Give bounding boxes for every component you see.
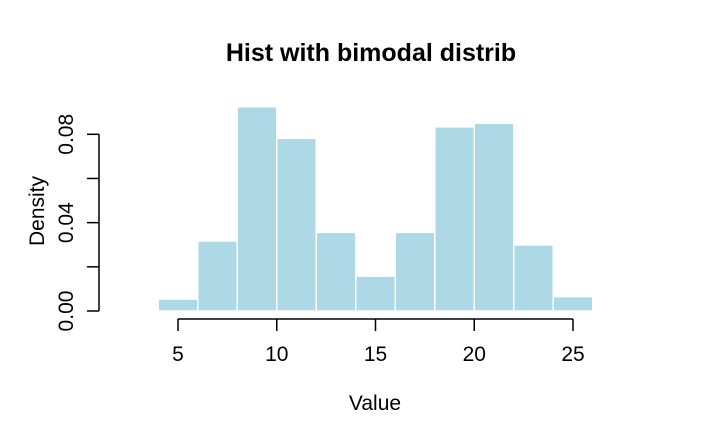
histogram-bar [434,126,475,312]
histogram-bar [473,122,515,312]
histogram-bar [236,105,278,312]
x-axis-tick-label: 25 [561,343,584,366]
histogram-bar [394,231,436,312]
x-axis-title: Value [349,392,401,415]
chart-title: Hist with bimodal distrib [226,39,516,67]
plot-area: 5 10 15 20 25 0.00 0.04 0.08 [55,105,594,366]
y-axis-tick-label: 0.04 [55,202,78,243]
y-axis-tick-label: 0.00 [55,291,78,332]
y-axis-title: Density [26,175,49,246]
y-axis-tick-label: 0.08 [55,114,78,155]
histogram-bar [197,240,238,312]
x-axis-tick-label: 20 [463,343,486,366]
histogram-bar [552,295,594,312]
histogram-bar [157,298,199,312]
x-axis-tick-label: 15 [364,343,387,366]
histogram-bar [355,275,396,312]
histogram-bar [513,244,554,312]
x-axis-tick-label: 5 [172,343,184,366]
histogram-bar [276,137,317,312]
x-axis-tick-label: 10 [265,343,288,366]
histogram-bar [315,231,357,312]
